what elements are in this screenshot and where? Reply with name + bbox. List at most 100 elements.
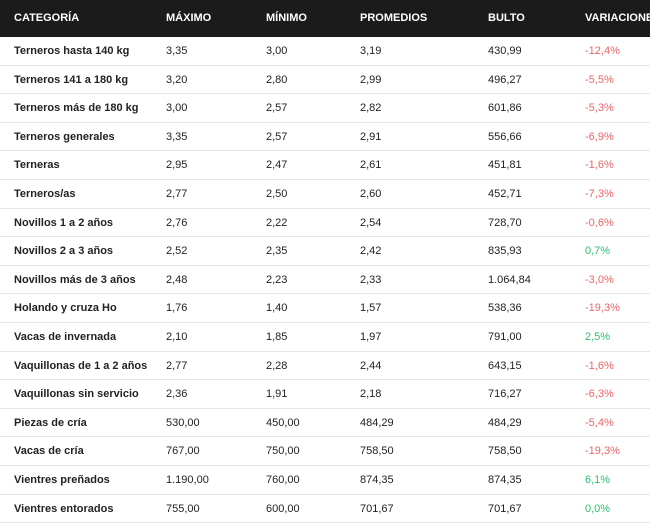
value-cell: 2,54 — [360, 216, 382, 229]
category-cell: Terneros más de 180 kg — [14, 102, 139, 115]
header-cell: PROMEDIOS — [360, 12, 428, 24]
category-cell: Vacas de cría — [14, 445, 84, 458]
value-cell: 728,70 — [488, 216, 522, 229]
category-cell: Holando y cruza Ho — [14, 302, 117, 315]
value-cell: 2,33 — [360, 273, 382, 286]
value-cell: -12,4% — [585, 45, 620, 57]
table-row: Terneros 141 a 180 kg 3,20 2,80 2,99 496,27 -… — [0, 66, 650, 95]
header-cell: MÁXIMO — [166, 12, 212, 24]
category-cell: Vaquillonas de 1 a 2 años — [14, 359, 148, 372]
value-cell: -6,3% — [585, 388, 614, 401]
value-cell: 755,00 — [166, 502, 200, 515]
value-cell: 2,77 — [166, 188, 188, 200]
value-cell: 1,85 — [266, 331, 288, 343]
value-cell: 835,93 — [488, 245, 522, 258]
value-cell: -6,9% — [585, 130, 614, 143]
table-row: Terneros generales 3,35 2,57 2,91 556,66 -6,9… — [0, 123, 650, 152]
value-cell: 874,35 — [360, 474, 394, 486]
value-cell: 1,76 — [166, 302, 188, 315]
value-cell: 2,35 — [266, 245, 288, 258]
table-row: Holando y cruza Ho 1,76 1,40 1,57 538,36 -19,… — [0, 294, 650, 323]
header-cell: BULTO — [488, 12, 525, 24]
header-cell: CATEGORÍA — [14, 12, 80, 24]
category-cell: Novillos más de 3 años — [14, 273, 136, 286]
value-cell: 430,99 — [488, 45, 522, 57]
table-row: Novillos 1 a 2 años 2,76 2,22 2,54 728,70 -0,… — [0, 209, 650, 238]
value-cell: 451,81 — [488, 159, 522, 172]
category-cell: Vientres entorados — [14, 502, 114, 515]
value-cell: 2,77 — [166, 359, 188, 372]
value-cell: 2,57 — [266, 130, 288, 143]
table-row: Vientres entorados 755,00 600,00 701,67 701,… — [0, 495, 650, 523]
value-cell: 3,20 — [166, 73, 188, 86]
table-row: Novillos más de 3 años 2,48 2,23 2,33 1.064,… — [0, 266, 650, 295]
value-cell: 450,00 — [266, 416, 300, 429]
value-cell: 2,44 — [360, 359, 382, 372]
value-cell: 3,35 — [166, 45, 188, 57]
value-cell: 2,60 — [360, 188, 382, 200]
value-cell: -19,3% — [585, 302, 620, 315]
value-cell: 484,29 — [360, 416, 394, 429]
table-row: Vientres preñados 1.190,00 760,00 874,35 874… — [0, 466, 650, 495]
value-cell: 1,40 — [266, 302, 288, 315]
category-cell: Terneros generales — [14, 130, 115, 143]
category-cell: Vaquillonas sin servicio — [14, 388, 139, 401]
value-cell: 791,00 — [488, 331, 522, 343]
value-cell: 2,80 — [266, 73, 288, 86]
value-cell: -5,3% — [585, 102, 614, 115]
value-cell: 496,27 — [488, 73, 522, 86]
category-cell: Vacas de invernada — [14, 331, 117, 343]
value-cell: 0,7% — [585, 245, 611, 258]
value-cell: 2,95 — [166, 159, 188, 172]
value-cell: 1,97 — [360, 331, 382, 343]
value-cell: 2,99 — [360, 73, 382, 86]
value-cell: 2,18 — [360, 388, 382, 401]
value-cell: 760,00 — [266, 474, 300, 486]
value-cell: 2,23 — [266, 273, 288, 286]
table-row: Novillos 2 a 3 años 2,52 2,35 2,42 835,93 0,7… — [0, 237, 650, 266]
header-cell: MÍNIMO — [266, 12, 307, 24]
category-cell: Terneros hasta 140 kg — [14, 45, 130, 57]
value-cell: 1,91 — [266, 388, 288, 401]
value-cell: 2,76 — [166, 216, 188, 229]
value-cell: 758,50 — [360, 445, 394, 458]
value-cell: 2,91 — [360, 130, 382, 143]
value-cell: 3,00 — [166, 102, 188, 115]
table-row: Terneros más de 180 kg 3,00 2,57 2,82 601,86… — [0, 94, 650, 123]
category-cell: Novillos 1 a 2 años — [14, 216, 114, 229]
category-cell: Terneras — [14, 159, 60, 172]
value-cell: 2,5% — [585, 331, 611, 343]
value-cell: 2,61 — [360, 159, 382, 172]
value-cell: 530,00 — [166, 416, 200, 429]
value-cell: 556,66 — [488, 130, 522, 143]
value-cell: 2,42 — [360, 245, 382, 258]
table-row: Vacas de invernada 2,10 1,85 1,97 791,00 2,5% — [0, 323, 650, 352]
value-cell: 2,48 — [166, 273, 188, 286]
table-row: Piezas de cría 530,00 450,00 484,29 484,29 -5… — [0, 409, 650, 438]
header-row: CATEGORÍA MÁXIMO MÍNIMO PROMEDIOS BULTO VARIA… — [0, 0, 650, 37]
value-cell: 2,28 — [266, 359, 288, 372]
value-cell: 2,50 — [266, 188, 288, 200]
table-row: Vaquillonas de 1 a 2 años 2,77 2,28 2,44 643… — [0, 352, 650, 381]
value-cell: 701,67 — [360, 502, 394, 515]
table-row: Vaquillonas sin servicio 2,36 1,91 2,18 716,… — [0, 380, 650, 409]
value-cell: 716,27 — [488, 388, 522, 401]
value-cell: 758,50 — [488, 445, 522, 458]
value-cell: 750,00 — [266, 445, 300, 458]
value-cell: -5,5% — [585, 73, 614, 86]
value-cell: 2,10 — [166, 331, 188, 343]
value-cell: -19,3% — [585, 445, 620, 458]
value-cell: 3,00 — [266, 45, 288, 57]
category-cell: Terneros/as — [14, 188, 76, 200]
value-cell: 2,36 — [166, 388, 188, 401]
value-cell: 538,36 — [488, 302, 522, 315]
value-cell: -5,4% — [585, 416, 614, 429]
value-cell: 2,22 — [266, 216, 288, 229]
value-cell: 1.190,00 — [166, 474, 209, 486]
value-cell: 767,00 — [166, 445, 200, 458]
category-cell: Terneros 141 a 180 kg — [14, 73, 129, 86]
value-cell: 484,29 — [488, 416, 522, 429]
table-row: Terneras 2,95 2,47 2,61 451,81 -1,6% — [0, 151, 650, 180]
table-row: Vacas de cría 767,00 750,00 758,50 758,50 -19… — [0, 437, 650, 466]
